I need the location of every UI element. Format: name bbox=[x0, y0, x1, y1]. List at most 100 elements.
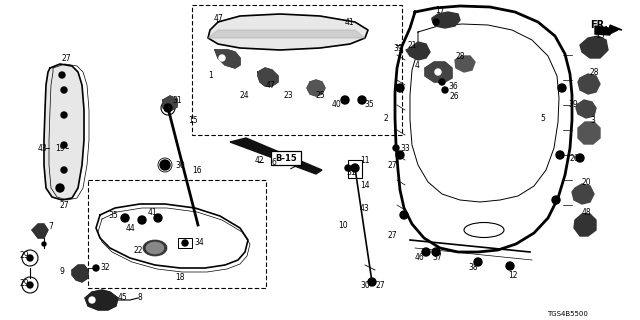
Text: 41: 41 bbox=[345, 18, 355, 27]
Text: 47: 47 bbox=[214, 13, 224, 22]
Bar bbox=[178, 238, 192, 248]
Circle shape bbox=[558, 84, 566, 92]
Text: 29: 29 bbox=[20, 252, 29, 260]
Ellipse shape bbox=[146, 242, 164, 254]
Text: 1: 1 bbox=[208, 70, 212, 79]
Polygon shape bbox=[307, 80, 325, 96]
Circle shape bbox=[400, 211, 408, 219]
Text: 47: 47 bbox=[266, 81, 276, 90]
Polygon shape bbox=[208, 14, 368, 50]
Bar bbox=[348, 160, 362, 178]
Circle shape bbox=[61, 142, 67, 148]
Text: 31: 31 bbox=[346, 167, 356, 177]
Polygon shape bbox=[578, 74, 600, 94]
Text: 34: 34 bbox=[194, 237, 204, 246]
Circle shape bbox=[164, 104, 172, 112]
Text: 26: 26 bbox=[570, 154, 580, 163]
Text: TGS4B5500: TGS4B5500 bbox=[547, 311, 588, 317]
Circle shape bbox=[432, 248, 440, 256]
Text: 26: 26 bbox=[450, 92, 460, 100]
Text: 44: 44 bbox=[126, 223, 136, 233]
Polygon shape bbox=[406, 42, 430, 60]
Text: 25: 25 bbox=[316, 91, 326, 100]
Circle shape bbox=[358, 96, 366, 104]
Text: 27: 27 bbox=[60, 201, 70, 210]
Text: 29: 29 bbox=[20, 279, 29, 289]
Text: 24: 24 bbox=[240, 91, 250, 100]
Polygon shape bbox=[574, 214, 596, 236]
Text: 35: 35 bbox=[108, 211, 118, 220]
Text: 32: 32 bbox=[100, 263, 109, 273]
Polygon shape bbox=[595, 25, 622, 35]
Text: 9: 9 bbox=[60, 268, 65, 276]
Text: 14: 14 bbox=[360, 180, 370, 189]
Circle shape bbox=[345, 165, 351, 171]
Text: 27: 27 bbox=[62, 53, 72, 62]
Circle shape bbox=[368, 278, 376, 286]
Text: 28: 28 bbox=[456, 52, 465, 60]
Text: FR.: FR. bbox=[590, 20, 608, 30]
Text: 10: 10 bbox=[338, 220, 348, 229]
Circle shape bbox=[396, 84, 404, 92]
Text: 4: 4 bbox=[415, 60, 420, 69]
Polygon shape bbox=[576, 100, 596, 118]
Polygon shape bbox=[215, 50, 240, 68]
Bar bbox=[88, 180, 266, 288]
Circle shape bbox=[160, 160, 170, 170]
Circle shape bbox=[182, 240, 188, 246]
Text: 30: 30 bbox=[175, 161, 185, 170]
Circle shape bbox=[121, 214, 129, 222]
Text: 19: 19 bbox=[55, 143, 65, 153]
Circle shape bbox=[552, 196, 560, 204]
Circle shape bbox=[442, 87, 448, 93]
Circle shape bbox=[393, 145, 399, 151]
Text: 37: 37 bbox=[432, 253, 442, 262]
Polygon shape bbox=[72, 265, 88, 282]
Polygon shape bbox=[32, 224, 48, 238]
Polygon shape bbox=[208, 30, 365, 38]
Circle shape bbox=[61, 87, 67, 93]
Polygon shape bbox=[578, 122, 600, 144]
Circle shape bbox=[61, 112, 67, 118]
Circle shape bbox=[556, 151, 564, 159]
Text: 8: 8 bbox=[138, 293, 143, 302]
Ellipse shape bbox=[143, 240, 167, 256]
Text: 22: 22 bbox=[133, 245, 143, 254]
Circle shape bbox=[59, 72, 65, 78]
Text: 35: 35 bbox=[364, 100, 374, 108]
Text: 36: 36 bbox=[448, 82, 458, 91]
Circle shape bbox=[433, 19, 439, 25]
Text: 39: 39 bbox=[568, 100, 578, 108]
Text: 27: 27 bbox=[388, 230, 397, 239]
Text: 11: 11 bbox=[360, 156, 369, 164]
Circle shape bbox=[42, 242, 46, 246]
Polygon shape bbox=[455, 56, 475, 72]
Text: 20: 20 bbox=[582, 178, 591, 187]
Circle shape bbox=[439, 79, 445, 85]
Circle shape bbox=[474, 258, 482, 266]
Polygon shape bbox=[230, 138, 322, 174]
Polygon shape bbox=[572, 184, 594, 204]
Circle shape bbox=[152, 245, 158, 251]
Polygon shape bbox=[44, 64, 84, 200]
Text: 41: 41 bbox=[148, 207, 157, 217]
Circle shape bbox=[93, 265, 99, 271]
Bar bbox=[192, 5, 402, 135]
Polygon shape bbox=[580, 36, 608, 58]
Text: 39: 39 bbox=[393, 44, 403, 52]
Text: 31: 31 bbox=[172, 95, 182, 105]
Circle shape bbox=[506, 262, 514, 270]
Text: 33: 33 bbox=[400, 143, 410, 153]
Text: 27: 27 bbox=[375, 281, 385, 290]
Text: 12: 12 bbox=[508, 271, 518, 281]
Polygon shape bbox=[432, 12, 460, 28]
Text: 17: 17 bbox=[435, 5, 445, 14]
Circle shape bbox=[154, 214, 162, 222]
Text: 15: 15 bbox=[188, 116, 198, 124]
Text: 38: 38 bbox=[468, 263, 477, 273]
Text: 2: 2 bbox=[383, 114, 388, 123]
Circle shape bbox=[27, 255, 33, 261]
Text: 3: 3 bbox=[590, 116, 595, 124]
Polygon shape bbox=[425, 62, 452, 82]
Text: 7: 7 bbox=[48, 221, 53, 230]
